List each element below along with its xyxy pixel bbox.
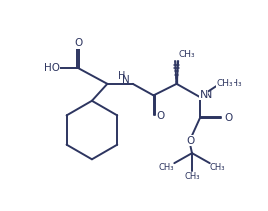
Text: O: O — [224, 114, 232, 123]
Text: N: N — [122, 75, 130, 85]
Text: O: O — [224, 114, 232, 123]
Text: CH₃: CH₃ — [179, 50, 196, 59]
Text: N: N — [199, 90, 208, 100]
Text: H: H — [118, 71, 125, 81]
Text: CH₃: CH₃ — [217, 78, 233, 88]
Text: HO: HO — [44, 64, 60, 73]
Text: CH₃: CH₃ — [210, 162, 225, 172]
Text: O: O — [75, 38, 83, 48]
Text: CH₃: CH₃ — [159, 162, 174, 172]
Text: CH₃: CH₃ — [225, 78, 242, 88]
Text: O: O — [156, 111, 165, 121]
Text: N: N — [204, 90, 212, 100]
Text: O: O — [186, 136, 195, 146]
Text: O: O — [156, 111, 165, 121]
Text: O: O — [186, 136, 195, 146]
Text: CH₃: CH₃ — [184, 172, 200, 181]
Text: O: O — [75, 38, 83, 48]
Text: HO: HO — [44, 64, 60, 73]
